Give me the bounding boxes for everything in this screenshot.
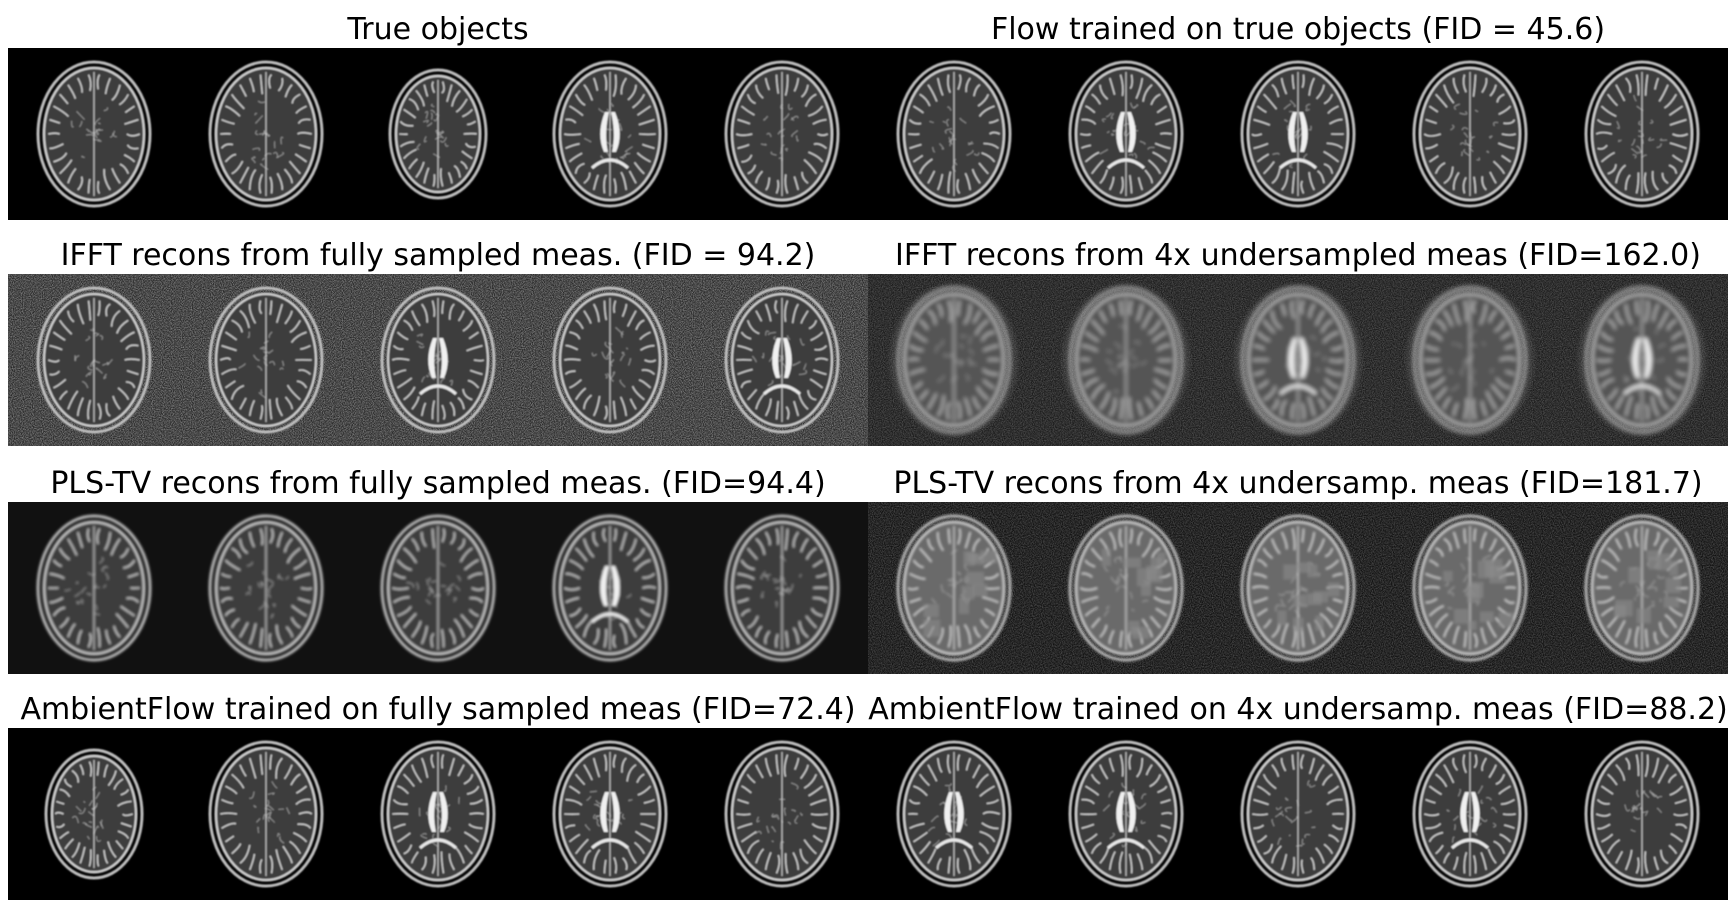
panel-ifft-under	[868, 274, 1728, 446]
brain-slice	[1412, 286, 1528, 434]
brain-slice	[1584, 286, 1700, 434]
brain-slice	[1240, 514, 1356, 662]
panel-title-flow-true: Flow trained on true objects (FID = 45.6…	[990, 12, 1606, 47]
panel-title-plstv-under: PLS-TV recons from 4x undersamp. meas (F…	[893, 466, 1703, 501]
brain-slice	[552, 740, 668, 888]
brain-slice	[36, 60, 152, 208]
brain-slice	[1412, 740, 1528, 888]
panel-ambientflow-under	[868, 728, 1728, 900]
brain-slice	[208, 514, 324, 662]
brain-slice	[552, 286, 668, 434]
brain-slice	[896, 60, 1012, 208]
panel-title-plstv-full: PLS-TV recons from fully sampled meas. (…	[50, 466, 826, 501]
brain-slices-image	[8, 502, 868, 674]
brain-slice	[896, 514, 1012, 662]
brain-slice	[208, 286, 324, 434]
brain-slice	[896, 286, 1012, 434]
panel-title-ambientflow-full: AmbientFlow trained on fully sampled mea…	[20, 692, 856, 727]
brain-slice	[896, 740, 1012, 888]
brain-slice	[724, 740, 840, 888]
brain-slice	[1068, 60, 1184, 208]
brain-slice	[552, 60, 668, 208]
brain-slice	[44, 748, 144, 880]
panel-ambientflow-full	[8, 728, 868, 900]
brain-slice	[1068, 740, 1184, 888]
brain-slice	[380, 740, 496, 888]
brain-slice	[1584, 740, 1700, 888]
panel-title-ifft-full: IFFT recons from fully sampled meas. (FI…	[60, 238, 816, 273]
brain-slice	[1240, 286, 1356, 434]
panel-flow-true	[868, 48, 1728, 220]
brain-slice	[1240, 740, 1356, 888]
panel-ifft-full	[8, 274, 868, 446]
brain-slices-image	[8, 728, 868, 900]
brain-slice	[724, 286, 840, 434]
brain-slice	[208, 60, 324, 208]
brain-slice	[552, 514, 668, 662]
brain-slices-image	[868, 274, 1728, 446]
brain-slice	[380, 286, 496, 434]
panel-plstv-under	[868, 502, 1728, 674]
brain-slice	[36, 514, 152, 662]
brain-slices-image	[868, 728, 1728, 900]
brain-slice	[724, 60, 840, 208]
brain-slice	[1412, 60, 1528, 208]
brain-slice	[1584, 514, 1700, 662]
panel-plstv-full	[8, 502, 868, 674]
brain-slice	[208, 740, 324, 888]
brain-slice	[1584, 60, 1700, 208]
brain-slices-image	[8, 48, 868, 220]
panel-title-true-objects: True objects	[347, 12, 529, 47]
brain-slice	[1240, 60, 1356, 208]
brain-slice	[1412, 514, 1528, 662]
panel-title-ifft-under: IFFT recons from 4x undersampled meas (F…	[895, 238, 1701, 273]
brain-slice	[380, 514, 496, 662]
panel-title-ambientflow-under: AmbientFlow trained on 4x undersamp. mea…	[868, 692, 1728, 727]
panel-true-objects	[8, 48, 868, 220]
brain-slice	[388, 68, 488, 200]
brain-slice	[724, 514, 840, 662]
brain-slices-image	[868, 502, 1728, 674]
brain-slice	[1068, 286, 1184, 434]
brain-slices-image	[868, 48, 1728, 220]
brain-slice	[1068, 514, 1184, 662]
brain-slice	[36, 286, 152, 434]
brain-slices-image	[8, 274, 868, 446]
